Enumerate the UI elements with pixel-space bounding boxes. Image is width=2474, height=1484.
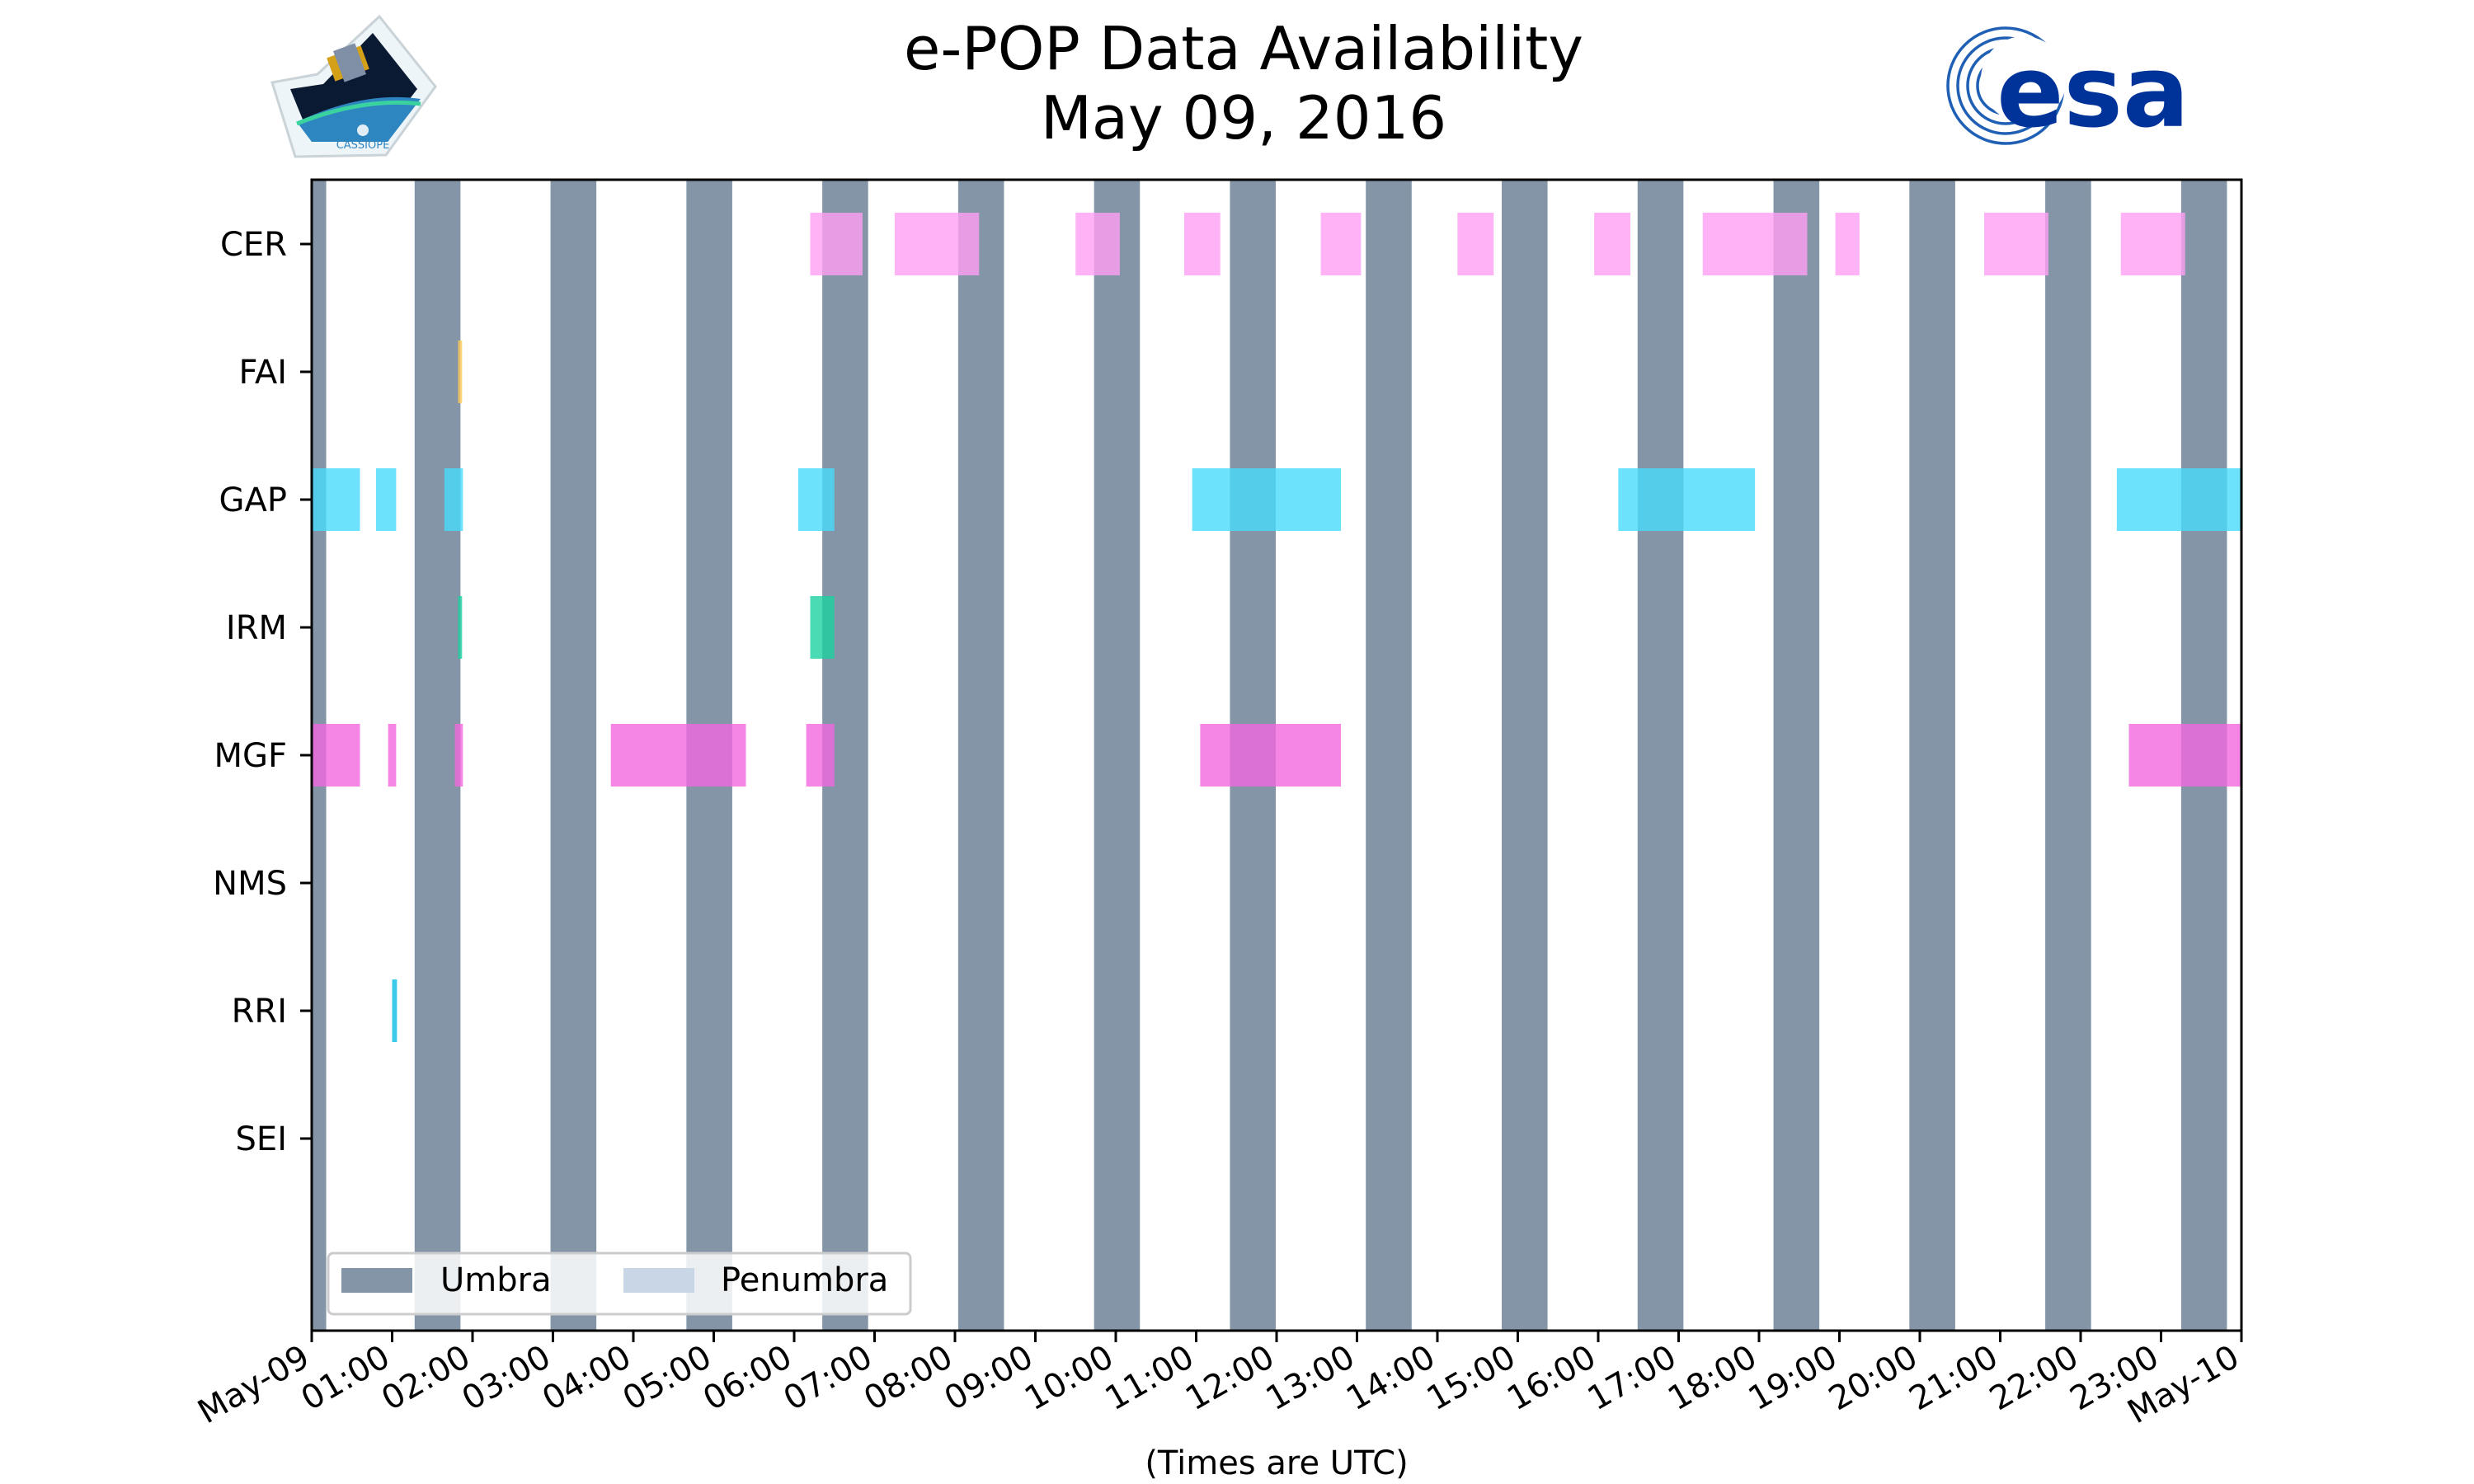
legend-penumbra-label: Penumbra	[721, 1261, 888, 1299]
availability-bars	[312, 213, 2241, 1042]
cer-availability-bar-6	[1594, 213, 1630, 275]
mgf-availability-bar-6	[2128, 724, 2241, 787]
y-tick-label-cer: CER	[220, 226, 287, 264]
x-tick-label-21: 21:00	[1903, 1338, 2005, 1418]
cer-availability-bar-2	[1075, 213, 1120, 275]
x-axis-label: (Times are UTC)	[1145, 1444, 1408, 1482]
legend-penumbra-swatch	[623, 1268, 694, 1293]
cer-availability-bar-3	[1183, 213, 1221, 275]
x-tick-label-6: 06:00	[697, 1338, 798, 1418]
umbra-band-11	[1773, 180, 1820, 1331]
gap-availability-bar-5	[1618, 468, 1756, 531]
cassiope-logo: CASSIOPE	[270, 14, 437, 158]
x-tick-label-16: 16:00	[1501, 1338, 1602, 1418]
mgf-availability-bar-0	[312, 724, 360, 787]
y-tick-label-gap: GAP	[219, 481, 287, 519]
mgf-availability-bar-1	[388, 724, 397, 787]
legend-umbra-swatch	[341, 1268, 412, 1293]
cer-availability-bar-0	[810, 213, 863, 275]
x-tick-label-9: 09:00	[938, 1338, 1040, 1418]
x-tick-label-17: 17:00	[1582, 1338, 1683, 1418]
cer-availability-bar-4	[1320, 213, 1362, 275]
gap-availability-bar-2	[444, 468, 463, 531]
mgf-availability-bar-2	[454, 724, 463, 787]
umbra-band-6	[1094, 180, 1141, 1331]
y-tick-label-rri: RRI	[232, 993, 287, 1031]
x-tick-label-8: 08:00	[858, 1338, 959, 1418]
cer-availability-bar-7	[1702, 213, 1808, 275]
umbra-band-9	[1502, 180, 1548, 1331]
cer-availability-bar-10	[2120, 213, 2185, 275]
gap-availability-bar-4	[1192, 468, 1341, 531]
x-tick-label-12: 12:00	[1179, 1338, 1281, 1418]
esa-wordmark: esa	[1997, 35, 2189, 150]
legend-umbra-label: Umbra	[440, 1261, 552, 1299]
y-tick-label-mgf: MGF	[214, 737, 287, 775]
cer-availability-bar-8	[1835, 213, 1860, 275]
x-tick-label-5: 05:00	[617, 1338, 718, 1418]
esa-logo: esa	[1945, 25, 2189, 150]
x-tick-label-3: 03:00	[456, 1338, 557, 1418]
x-axis: May-0901:0002:0003:0004:0005:0006:0007:0…	[191, 1331, 2246, 1431]
cer-availability-bar-5	[1457, 213, 1494, 275]
gap-availability-bar-6	[2116, 468, 2241, 531]
mgf-availability-bar-5	[1200, 724, 1341, 787]
umbra-band-5	[957, 180, 1004, 1331]
mgf-availability-bar-4	[806, 724, 835, 787]
cer-availability-bar-9	[1984, 213, 2048, 275]
x-tick-label-10: 10:00	[1018, 1338, 1120, 1418]
fai-availability-bar-0	[458, 340, 463, 403]
gap-availability-bar-1	[376, 468, 397, 531]
x-tick-label-13: 13:00	[1260, 1338, 1362, 1418]
x-tick-label-4: 04:00	[536, 1338, 637, 1418]
x-tick-label-22: 22:00	[1983, 1338, 2085, 1418]
chart-title: e-POP Data Availability	[904, 14, 1583, 83]
gap-availability-bar-0	[312, 468, 360, 531]
x-tick-label-20: 20:00	[1823, 1338, 1924, 1418]
legend-box	[327, 1252, 912, 1316]
x-tick-label-14: 14:00	[1340, 1338, 1442, 1418]
umbra-band-10	[1637, 180, 1684, 1331]
y-axis: CER FAI GAP IRM MGF NMS RRI SEI	[213, 226, 312, 1158]
x-tick-label-18: 18:00	[1662, 1338, 1763, 1418]
x-tick-label-11: 11:00	[1099, 1338, 1201, 1418]
rri-availability-bar-0	[392, 979, 397, 1042]
umbra-band-8	[1366, 180, 1412, 1331]
y-tick-label-irm: IRM	[226, 609, 287, 647]
legend: Umbra Penumbra	[327, 1252, 912, 1316]
x-tick-label-15: 15:00	[1421, 1338, 1522, 1418]
y-tick-label-nms: NMS	[213, 865, 287, 903]
umbra-band-13	[2045, 180, 2091, 1331]
cassiope-caption: CASSIOPE	[336, 139, 390, 152]
umbra-band-12	[1909, 180, 1955, 1331]
gap-availability-bar-3	[797, 468, 835, 531]
x-tick-label-7: 07:00	[778, 1338, 879, 1418]
x-tick-label-2: 02:00	[375, 1338, 477, 1418]
umbra-band-2	[550, 180, 597, 1331]
irm-availability-bar-1	[810, 596, 835, 659]
y-tick-label-fai: FAI	[239, 354, 288, 392]
x-tick-label-1: 01:00	[295, 1338, 397, 1418]
x-tick-label-19: 19:00	[1743, 1338, 1844, 1418]
umbra-band-1	[414, 180, 461, 1331]
chart-subtitle: May 09, 2016	[1041, 83, 1446, 153]
y-tick-label-sei: SEI	[236, 1120, 287, 1158]
cer-availability-bar-1	[894, 213, 980, 275]
mgf-availability-bar-3	[610, 724, 746, 787]
irm-availability-bar-0	[458, 596, 463, 659]
